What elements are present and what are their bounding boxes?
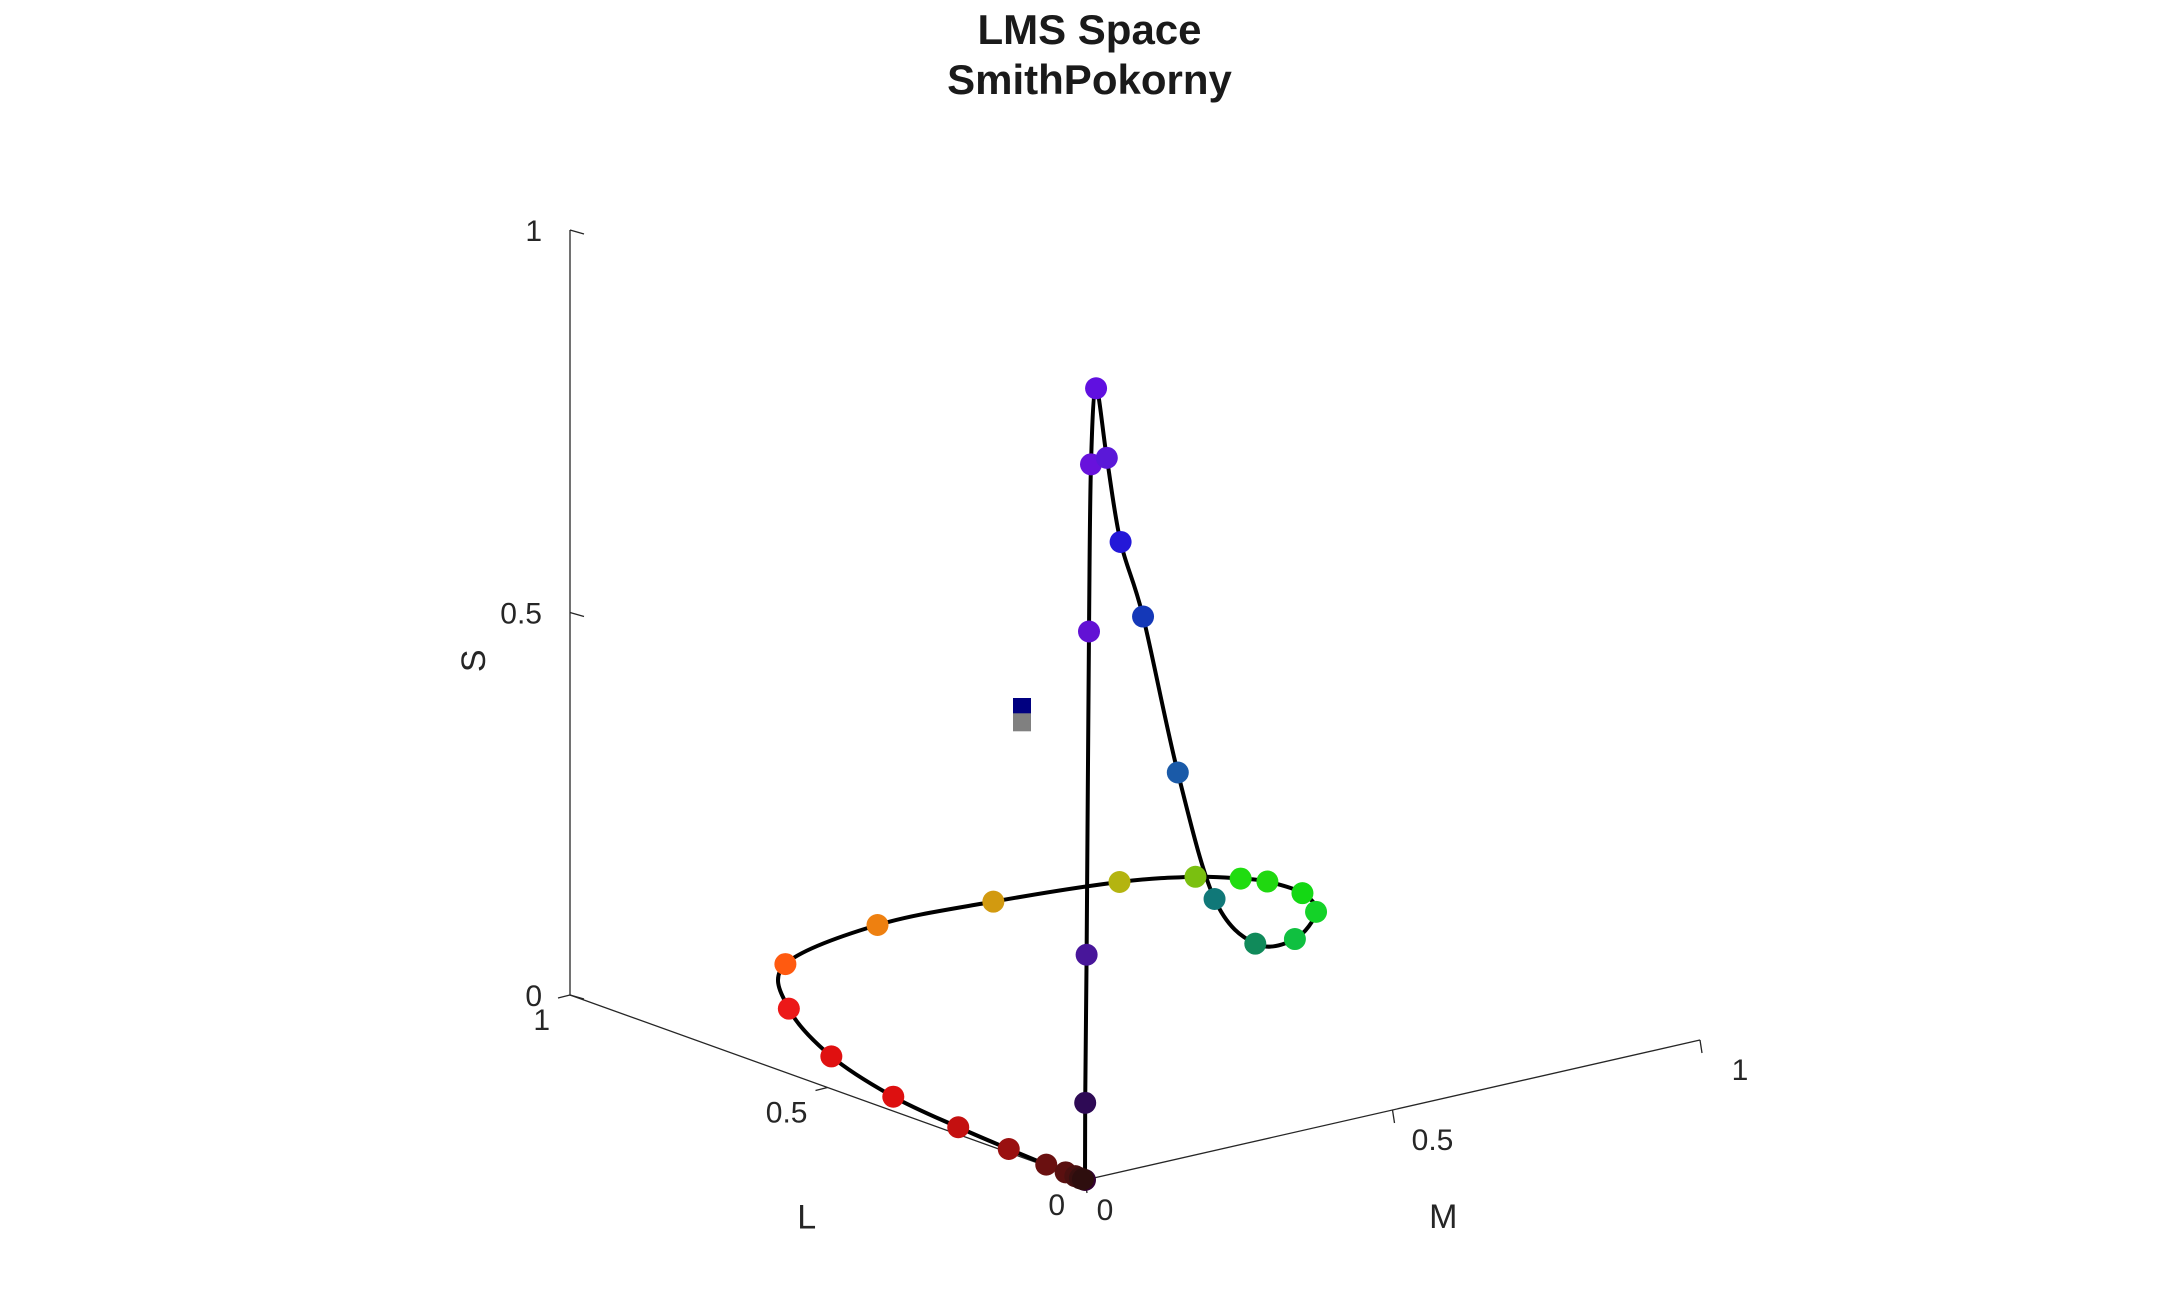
spectrum-point	[866, 914, 889, 936]
m-tick-label: 1	[1732, 1054, 1749, 1087]
spectrum-point	[774, 953, 797, 976]
chart-title-line-1: LMS Space	[977, 6, 1202, 53]
spectrum-point	[1109, 530, 1132, 553]
marker-points	[1013, 698, 1031, 732]
spectrum-point	[1166, 761, 1189, 784]
m-tick	[1391, 1109, 1396, 1124]
l-tick	[557, 994, 571, 999]
spectrum-point	[1203, 888, 1226, 910]
spectrum-point	[1132, 605, 1155, 628]
l-tick-label: 0.5	[766, 1097, 808, 1130]
spectrum-point	[1078, 620, 1100, 643]
l-tick-label: 0	[1048, 1189, 1065, 1222]
spectrum-point	[997, 1138, 1020, 1160]
chart-title-line-2: SmithPokorny	[947, 56, 1232, 103]
m-tick-label: 0.5	[1412, 1124, 1454, 1157]
spectrum-point	[820, 1045, 843, 1068]
m-tick	[1699, 1039, 1703, 1054]
spectrum-point	[1244, 932, 1267, 955]
s-tick	[569, 994, 585, 1000]
spectrum-point	[1184, 865, 1207, 888]
spectrum-point	[1256, 870, 1279, 893]
spectrum-locus-line	[775, 386, 1319, 1182]
spectrum-point	[947, 1116, 970, 1139]
s-tick-label: 0	[525, 980, 542, 1013]
spectrum-point	[1108, 871, 1131, 893]
m-tick-label: 0	[1097, 1194, 1114, 1227]
l-axis-title: L	[797, 1198, 816, 1236]
spectrum-point	[1291, 882, 1314, 905]
spectrum-point	[1229, 867, 1252, 890]
spectrum-point	[1035, 1153, 1058, 1176]
spectrum-point	[777, 997, 800, 1020]
square-marker	[1013, 713, 1031, 732]
square-marker	[1013, 698, 1031, 716]
s-tick	[569, 229, 585, 235]
spectrum-point	[1305, 900, 1328, 923]
spectrum-point	[1095, 446, 1118, 469]
spectrum-locus	[775, 386, 1319, 1182]
spectrum-point	[1085, 377, 1108, 400]
data-points	[774, 377, 1328, 1191]
axes	[557, 229, 1703, 1194]
spectrum-point	[882, 1085, 905, 1108]
s-tick-label: 0.5	[500, 598, 542, 631]
m-axis-title: M	[1429, 1198, 1457, 1236]
s-tick	[569, 611, 585, 618]
spectrum-point	[1283, 928, 1306, 951]
s-tick-label: 1	[525, 215, 542, 248]
l-tick	[815, 1086, 828, 1092]
spectrum-point	[982, 890, 1005, 913]
l-tick-label: 1	[533, 1004, 550, 1037]
spectrum-point	[1075, 943, 1098, 966]
spectrum-point	[1074, 1091, 1097, 1114]
s-axis-title: S	[455, 649, 493, 672]
spectrum-point	[1071, 1168, 1094, 1191]
